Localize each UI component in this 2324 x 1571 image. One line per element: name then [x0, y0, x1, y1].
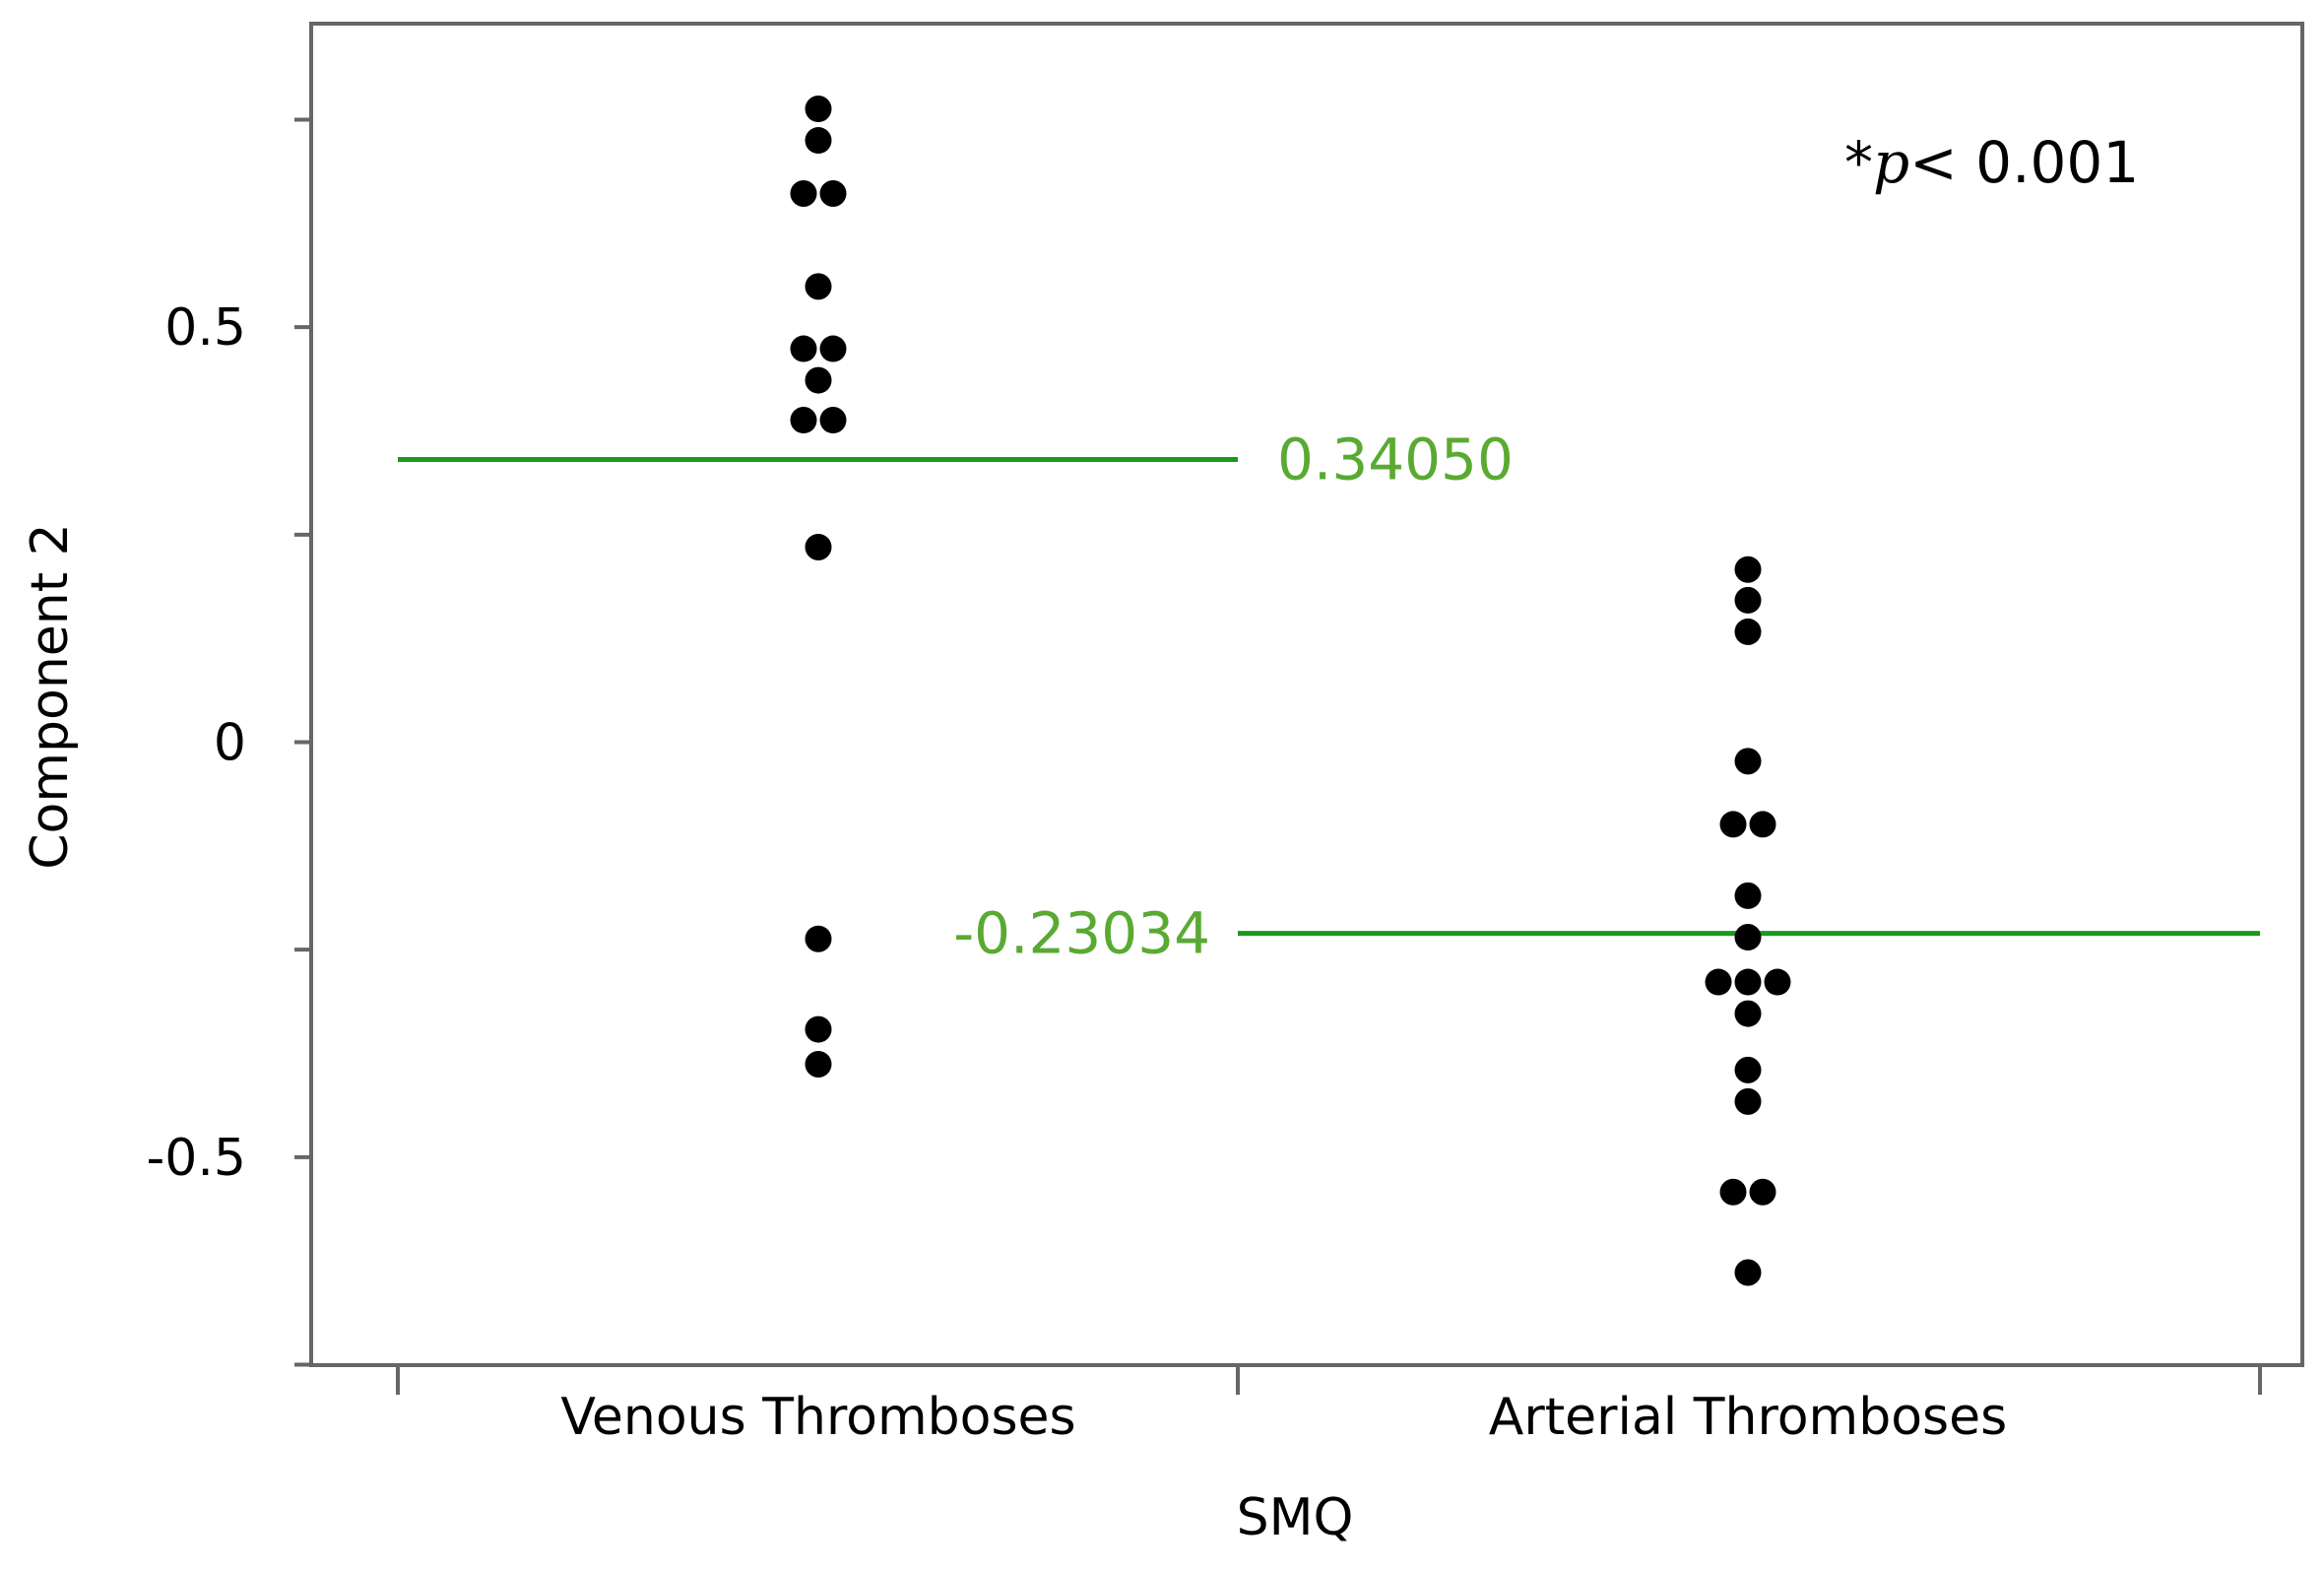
data-point [1734, 1259, 1762, 1286]
data-point [805, 1050, 832, 1078]
data-point [805, 925, 832, 952]
p-value-annotation: *p< 0.001 [1844, 129, 2139, 196]
y-tick-label: 0 [214, 714, 246, 773]
p-threshold: < 0.001 [1909, 129, 2139, 196]
data-point [805, 96, 832, 123]
data-point [805, 366, 832, 394]
data-point [1764, 968, 1791, 996]
data-point [1734, 618, 1762, 645]
data-point [805, 1015, 832, 1043]
data-point [1734, 882, 1762, 909]
data-point [1734, 556, 1762, 583]
data-point [1734, 1087, 1762, 1115]
data-point [1734, 748, 1762, 775]
data-point [1749, 1178, 1776, 1206]
data-point [790, 335, 817, 362]
data-point [790, 407, 817, 434]
data-point [1734, 924, 1762, 951]
x-tick-label: Arterial Thromboses [1489, 1388, 2007, 1447]
data-point [1719, 811, 1747, 838]
p-star: * [1844, 129, 1873, 196]
data-point [790, 179, 817, 207]
data-point [819, 407, 847, 434]
y-tick-label: -0.5 [147, 1129, 246, 1188]
data-point [1734, 1000, 1762, 1027]
mean-label: -0.23034 [953, 900, 1210, 967]
data-point [819, 179, 847, 207]
data-point [1719, 1178, 1747, 1206]
data-point [805, 273, 832, 300]
p-symbol: p [1873, 129, 1909, 196]
x-tick-label: Venous Thromboses [560, 1388, 1075, 1447]
data-point [819, 335, 847, 362]
data-point [1734, 586, 1762, 614]
plot-frame [309, 22, 2304, 1367]
y-axis-label: Component 2 [21, 523, 80, 870]
x-axis-label: SMQ [1237, 1488, 1354, 1547]
y-tick-label: 0.5 [164, 298, 246, 358]
mean-label: 0.34050 [1277, 426, 1514, 493]
data-point [1749, 811, 1776, 838]
data-point [1705, 968, 1732, 996]
data-point [805, 533, 832, 560]
data-point [1734, 1056, 1762, 1083]
data-point [805, 127, 832, 155]
data-point [1734, 968, 1762, 996]
